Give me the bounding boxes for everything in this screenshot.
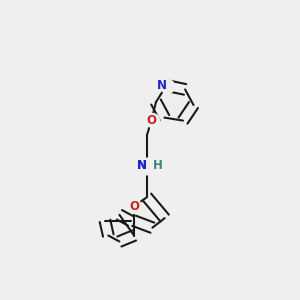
Text: O: O [129, 200, 139, 213]
Text: O: O [146, 113, 157, 127]
Text: N: N [137, 159, 147, 172]
Text: H: H [152, 159, 162, 172]
Text: N: N [157, 79, 166, 92]
Text: N: N [137, 159, 147, 172]
